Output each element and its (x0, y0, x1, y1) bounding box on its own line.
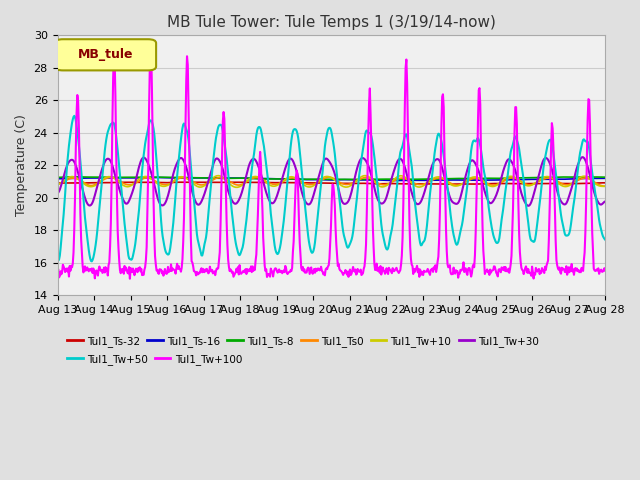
Y-axis label: Temperature (C): Temperature (C) (15, 114, 28, 216)
Title: MB Tule Tower: Tule Temps 1 (3/19/14-now): MB Tule Tower: Tule Temps 1 (3/19/14-now… (167, 15, 496, 30)
FancyBboxPatch shape (55, 39, 156, 71)
Legend: Tul1_Tw+50, Tul1_Tw+100: Tul1_Tw+50, Tul1_Tw+100 (63, 350, 246, 369)
Text: MB_tule: MB_tule (77, 48, 133, 61)
